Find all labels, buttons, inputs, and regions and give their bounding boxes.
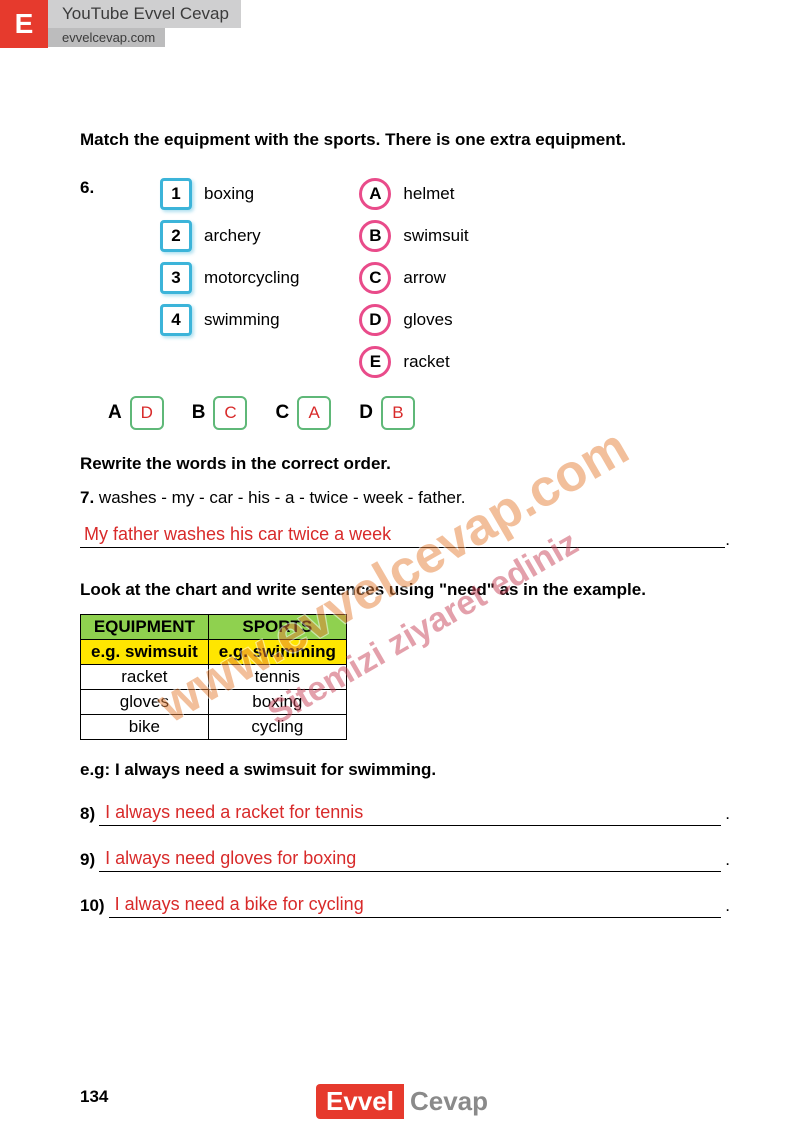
q7-number: 7. bbox=[80, 488, 94, 507]
table-cell: boxing bbox=[208, 690, 346, 715]
table-header: SPORTS bbox=[208, 615, 346, 640]
equipment-label: racket bbox=[403, 352, 449, 372]
letter-circle: A bbox=[359, 178, 391, 210]
list-item: 3 motorcycling bbox=[160, 262, 299, 294]
line-number: 8) bbox=[80, 804, 95, 826]
header-label-1: YouTube Evvel Cevap bbox=[48, 0, 241, 28]
instruction-1: Match the equipment with the sports. The… bbox=[80, 130, 730, 150]
list-item: 4 swimming bbox=[160, 304, 299, 336]
equipment-table: EQUIPMENT SPORTS e.g. swimsuit e.g. swim… bbox=[80, 614, 730, 740]
answer-pair: B C bbox=[192, 396, 248, 430]
table-header: EQUIPMENT bbox=[81, 615, 209, 640]
example-sentence: e.g: I always need a swimsuit for swimmi… bbox=[80, 760, 730, 780]
page-content: Match the equipment with the sports. The… bbox=[24, 60, 786, 1133]
letter-circle: E bbox=[359, 346, 391, 378]
answer-line: I always need a racket for tennis bbox=[99, 800, 721, 826]
question-7: 7. washes - my - car - his - a - twice -… bbox=[80, 488, 730, 508]
q6-left-col: 1 boxing 2 archery 3 motorcycling 4 swim… bbox=[160, 178, 299, 378]
equipment-label: swimsuit bbox=[403, 226, 468, 246]
number-box: 1 bbox=[160, 178, 192, 210]
letter-circle: B bbox=[359, 220, 391, 252]
header-labels: YouTube Evvel Cevap evvelcevap.com bbox=[48, 0, 241, 47]
list-item: 2 archery bbox=[160, 220, 299, 252]
list-item: B swimsuit bbox=[359, 220, 468, 252]
number-box: 3 bbox=[160, 262, 192, 294]
table-cell: bike bbox=[81, 715, 209, 740]
table-cell: e.g. swimsuit bbox=[81, 640, 209, 665]
answer-line: I always need a bike for cycling bbox=[109, 892, 722, 918]
sport-label: archery bbox=[204, 226, 261, 246]
instruction-2: Rewrite the words in the correct order. bbox=[80, 454, 730, 474]
answer-box: B bbox=[381, 396, 415, 430]
answer-slot: C bbox=[275, 402, 289, 424]
answer-pair: C A bbox=[275, 396, 331, 430]
list-item: E racket bbox=[359, 346, 468, 378]
q7-prompt: washes - my - car - his - a - twice - we… bbox=[94, 488, 465, 507]
sport-label: boxing bbox=[204, 184, 254, 204]
answer-row-8: 8) I always need a racket for tennis . bbox=[80, 800, 730, 826]
number-box: 2 bbox=[160, 220, 192, 252]
answer-text: I always need gloves for boxing bbox=[105, 848, 356, 869]
page-number: 134 bbox=[80, 1087, 108, 1107]
answer-text: I always need a bike for cycling bbox=[115, 894, 364, 915]
period: . bbox=[725, 530, 730, 552]
answer-pair: D B bbox=[359, 396, 415, 430]
answer-box: D bbox=[130, 396, 164, 430]
answer-row-10: 10) I always need a bike for cycling . bbox=[80, 892, 730, 918]
logo-corner: E bbox=[0, 0, 48, 48]
question-6: 6. 1 boxing 2 archery 3 motorcycling 4 s… bbox=[80, 178, 730, 378]
bottom-logo: Evvel Cevap bbox=[316, 1084, 494, 1119]
header-label-2: evvelcevap.com bbox=[48, 28, 165, 47]
answer-text: I always need a racket for tennis bbox=[105, 802, 363, 823]
answer-slot: B bbox=[192, 402, 206, 424]
number-box: 4 bbox=[160, 304, 192, 336]
instruction-3: Look at the chart and write sentences us… bbox=[80, 580, 730, 600]
equipment-label: gloves bbox=[403, 310, 452, 330]
sport-label: swimming bbox=[204, 310, 280, 330]
line-number: 9) bbox=[80, 850, 95, 872]
table-cell: racket bbox=[81, 665, 209, 690]
answer-row-9: 9) I always need gloves for boxing . bbox=[80, 846, 730, 872]
table-cell: tennis bbox=[208, 665, 346, 690]
letter-circle: D bbox=[359, 304, 391, 336]
period: . bbox=[725, 804, 730, 826]
table-cell: gloves bbox=[81, 690, 209, 715]
q6-number: 6. bbox=[80, 178, 100, 378]
table-cell: e.g. swimming bbox=[208, 640, 346, 665]
period: . bbox=[725, 850, 730, 872]
table-cell: cycling bbox=[208, 715, 346, 740]
answer-slot: A bbox=[108, 402, 122, 424]
list-item: A helmet bbox=[359, 178, 468, 210]
line-number: 10) bbox=[80, 896, 105, 918]
letter-circle: C bbox=[359, 262, 391, 294]
list-item: C arrow bbox=[359, 262, 468, 294]
logo-part-2: Cevap bbox=[404, 1084, 494, 1119]
answer-pair: A D bbox=[108, 396, 164, 430]
q6-right-col: A helmet B swimsuit C arrow D gloves E r… bbox=[359, 178, 468, 378]
logo-part-1: Evvel bbox=[316, 1084, 404, 1119]
answer-box: A bbox=[297, 396, 331, 430]
answer-box: C bbox=[213, 396, 247, 430]
q6-answers-row: A D B C C A D B bbox=[108, 396, 730, 430]
answer-line: My father washes his car twice a week bbox=[80, 522, 725, 548]
list-item: 1 boxing bbox=[160, 178, 299, 210]
answer-slot: D bbox=[359, 402, 373, 424]
sport-label: motorcycling bbox=[204, 268, 299, 288]
answer-line: I always need gloves for boxing bbox=[99, 846, 721, 872]
q7-answer: My father washes his car twice a week bbox=[84, 524, 391, 545]
equipment-label: arrow bbox=[403, 268, 446, 288]
period: . bbox=[725, 896, 730, 918]
equipment-label: helmet bbox=[403, 184, 454, 204]
logo-letter: E bbox=[15, 8, 34, 40]
header-bar: E YouTube Evvel Cevap evvelcevap.com bbox=[0, 0, 241, 48]
list-item: D gloves bbox=[359, 304, 468, 336]
